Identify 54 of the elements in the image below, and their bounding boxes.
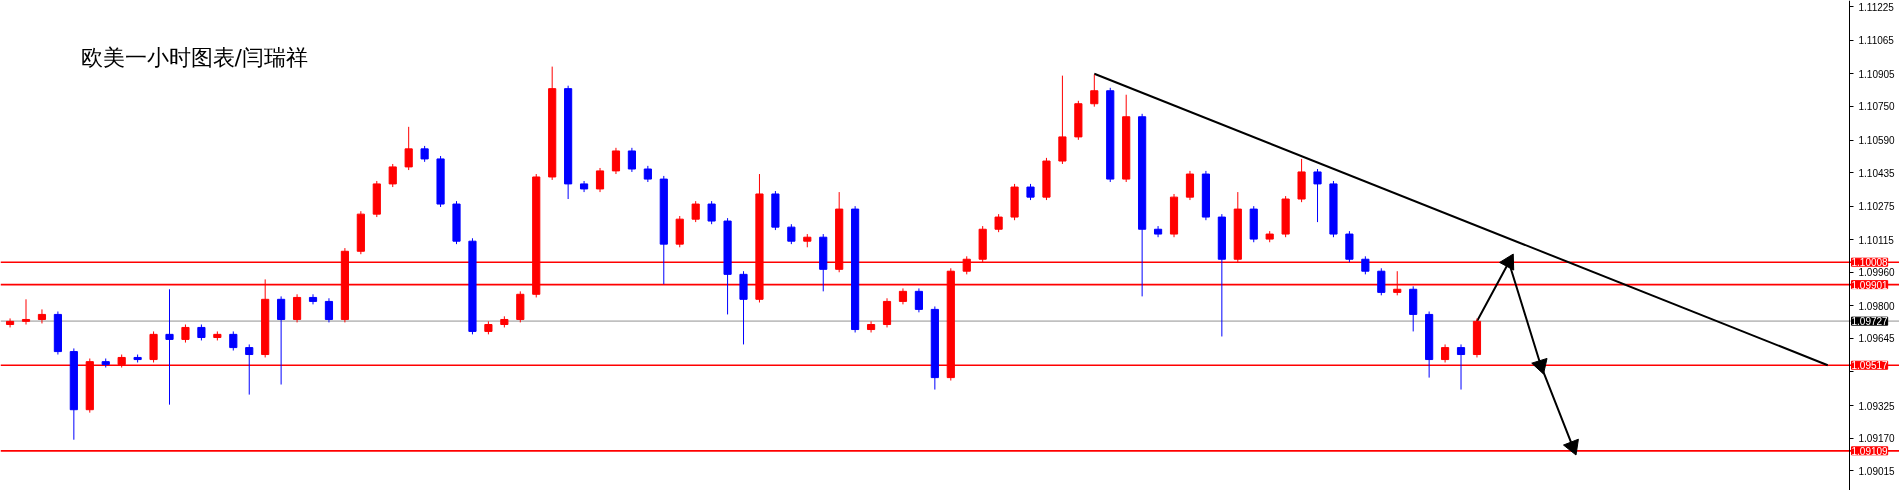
text: 欧美一小时图表/闫瑞祥	[80, 45, 308, 70]
candlestick	[308, 293, 318, 305]
candlestick	[1377, 267, 1386, 296]
candlestick	[388, 163, 397, 188]
y-tick-label: 1.11225	[1858, 1, 1895, 13]
y-tick-label: 1.10435	[1858, 167, 1896, 179]
candlestick	[914, 287, 923, 313]
candlestick	[404, 126, 413, 171]
y-tick-label: 1.10750	[1858, 101, 1896, 113]
candlestick	[37, 308, 47, 324]
candlestick	[165, 288, 174, 406]
candlestick	[595, 167, 605, 193]
candlestick	[21, 298, 31, 326]
ref-line-label: 1.09727	[1851, 316, 1889, 328]
candlestick	[1090, 74, 1099, 108]
y-tick-label: 1.09645	[1858, 333, 1896, 345]
y-tick-label: 1.09800	[1858, 300, 1896, 312]
candlestick	[181, 324, 190, 344]
point	[1531, 357, 1548, 375]
ref-line-label: 1.09109	[1851, 445, 1889, 457]
y-tick-label: 1.09960	[1858, 267, 1896, 279]
y-tick-label: 1.10905	[1858, 68, 1896, 80]
ref-line-label: 1.10008	[1851, 257, 1889, 269]
candlestick	[611, 147, 621, 175]
candlestick	[1153, 225, 1163, 238]
y-tick-label: 1.11065	[1858, 35, 1895, 47]
candlestick	[866, 320, 876, 333]
candlestick	[5, 317, 15, 328]
y-tick-label: 1.10590	[1858, 135, 1896, 147]
candlestick	[1313, 168, 1322, 223]
y-tick-label: 1.09325	[1858, 400, 1896, 412]
candlestick	[277, 295, 286, 386]
ref-line-label: 1.09901	[1851, 279, 1889, 291]
ref-line-label: 1.09517	[1851, 360, 1889, 372]
candlestick	[324, 297, 334, 323]
candlestick	[245, 343, 254, 396]
y-tick-label: 1.09170	[1858, 433, 1896, 445]
candlestick	[229, 330, 238, 352]
candlestick	[994, 213, 1003, 233]
candlestick	[1185, 170, 1195, 201]
candlestick	[1361, 255, 1370, 275]
candlestick	[691, 200, 700, 223]
candlestick	[627, 147, 636, 173]
candlestick	[1456, 343, 1466, 391]
point	[1499, 253, 1515, 271]
candlestick	[1440, 343, 1450, 363]
y-tick-label: 1.10275	[1858, 201, 1896, 213]
y-tick-label: 1.09015	[1858, 465, 1896, 477]
candlestick	[707, 200, 716, 225]
candlestick	[882, 297, 892, 328]
candlestick	[787, 223, 796, 245]
candlestick	[292, 293, 302, 323]
point	[1563, 438, 1579, 456]
y-tick-label: 1.10115	[1858, 234, 1895, 246]
